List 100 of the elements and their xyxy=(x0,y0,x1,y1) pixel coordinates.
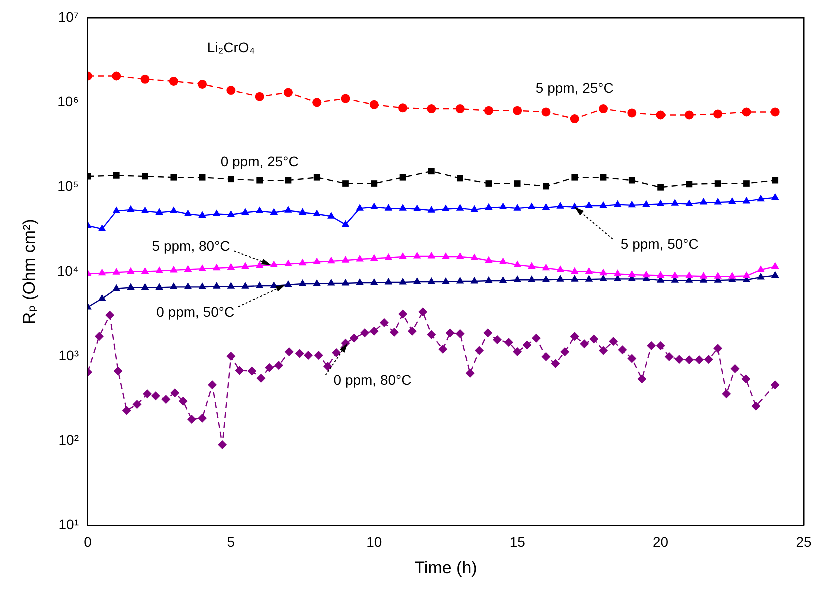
point xyxy=(184,210,192,216)
point xyxy=(742,272,751,278)
point xyxy=(413,252,422,259)
point xyxy=(556,275,564,282)
point xyxy=(226,86,236,96)
annotation: 0 ppm, 25°C xyxy=(220,153,299,170)
point xyxy=(570,275,579,282)
point xyxy=(485,276,493,284)
y-axis-title: Rₚ (Ohm cm²) xyxy=(20,219,39,325)
point xyxy=(744,180,750,187)
point xyxy=(198,282,206,290)
point xyxy=(212,282,221,289)
point xyxy=(428,168,435,175)
point xyxy=(486,180,492,187)
point xyxy=(242,282,250,289)
point xyxy=(370,278,378,286)
point xyxy=(142,173,148,180)
point xyxy=(642,200,650,208)
point xyxy=(169,76,178,86)
x-tick-label: 20 xyxy=(653,534,669,550)
point xyxy=(484,106,494,116)
point xyxy=(112,206,121,214)
point xyxy=(570,267,579,274)
point xyxy=(542,108,551,117)
point xyxy=(585,275,594,282)
point xyxy=(413,204,422,212)
point xyxy=(470,254,479,260)
annotation: 5 ppm, 25°C xyxy=(536,80,614,96)
point xyxy=(98,294,106,302)
point xyxy=(543,183,550,190)
point xyxy=(384,278,393,285)
point xyxy=(771,262,780,270)
point xyxy=(514,204,522,211)
point xyxy=(714,180,722,187)
point xyxy=(485,256,493,264)
point xyxy=(398,104,408,113)
y-tick-label: 10¹ xyxy=(58,516,80,533)
point xyxy=(656,110,666,120)
point xyxy=(671,272,680,278)
point xyxy=(700,272,708,279)
point xyxy=(156,208,164,215)
point xyxy=(127,283,135,290)
point xyxy=(770,108,780,117)
y-tick-label: 10³ xyxy=(58,347,80,364)
point xyxy=(528,202,536,210)
point xyxy=(141,267,150,274)
point xyxy=(270,208,278,215)
point xyxy=(771,193,780,200)
point xyxy=(356,204,364,211)
point xyxy=(298,258,307,266)
point xyxy=(513,106,522,116)
point xyxy=(284,260,292,267)
point xyxy=(671,199,680,206)
point xyxy=(628,270,636,278)
point xyxy=(356,255,364,262)
point xyxy=(228,176,234,183)
y-tick-label: 10⁴ xyxy=(57,262,79,279)
point xyxy=(757,266,765,272)
annotation: 5 ppm, 50°C xyxy=(620,236,699,252)
x-tick-label: 0 xyxy=(84,534,92,550)
point xyxy=(212,210,221,216)
point xyxy=(456,252,464,260)
point xyxy=(170,282,178,290)
point xyxy=(600,174,607,181)
x-tick-label: 15 xyxy=(510,534,526,550)
annotation: 5 ppm, 80°C xyxy=(152,238,230,254)
point xyxy=(772,177,779,184)
point xyxy=(742,108,752,117)
point xyxy=(127,267,135,274)
point xyxy=(212,264,221,271)
point xyxy=(112,268,121,275)
point xyxy=(470,205,479,212)
point xyxy=(342,220,350,228)
annotation: 0 ppm, 50°C xyxy=(156,304,235,320)
point xyxy=(399,252,407,260)
point xyxy=(428,206,436,213)
point xyxy=(256,282,264,288)
point xyxy=(771,271,780,278)
point xyxy=(342,278,350,286)
point xyxy=(485,203,493,210)
point xyxy=(742,196,751,204)
point xyxy=(198,80,208,89)
point xyxy=(270,260,278,268)
point xyxy=(156,283,164,290)
point xyxy=(199,174,206,181)
point xyxy=(570,114,580,124)
point xyxy=(528,262,536,270)
point xyxy=(113,172,120,179)
point xyxy=(356,278,364,286)
point xyxy=(658,184,664,191)
point xyxy=(371,180,378,187)
x-axis-title: Time (h) xyxy=(414,558,478,578)
point xyxy=(684,110,694,120)
point xyxy=(384,253,393,260)
point xyxy=(442,252,450,260)
point xyxy=(572,174,578,181)
point xyxy=(328,278,336,286)
point xyxy=(600,268,608,276)
point xyxy=(370,100,379,110)
point xyxy=(528,276,536,282)
